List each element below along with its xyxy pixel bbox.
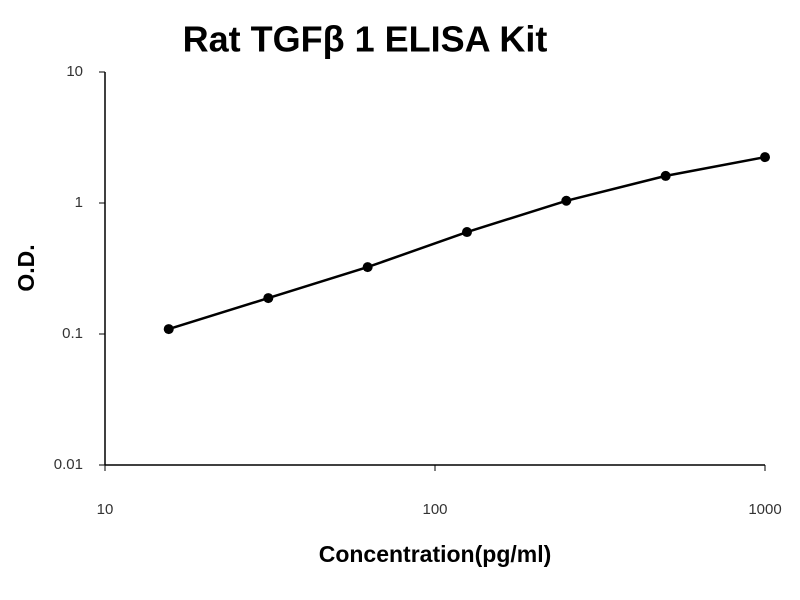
data-point: [760, 152, 770, 163]
data-line: [168, 155, 766, 331]
chart-title: Rat TGFβ 1 ELISA Kit: [183, 19, 548, 60]
y-tick-label: 0.1: [62, 325, 83, 342]
y-tick-label: 10: [66, 63, 83, 80]
data-point: [461, 227, 472, 238]
y-tick-label: 1: [75, 194, 83, 211]
data-point: [561, 195, 572, 206]
y-tick-label: 0.01: [54, 456, 83, 473]
data-point: [362, 262, 373, 273]
x-tick-label: 100: [422, 501, 447, 518]
x-tick-label: 10: [97, 501, 114, 518]
data-point: [660, 170, 671, 181]
data-point: [163, 324, 174, 335]
x-tick-label: 1000: [748, 501, 781, 518]
y-axis-label: O.D.: [13, 244, 39, 291]
x-axis-label: Concentration(pg/ml): [319, 541, 552, 567]
data-point: [263, 293, 274, 304]
